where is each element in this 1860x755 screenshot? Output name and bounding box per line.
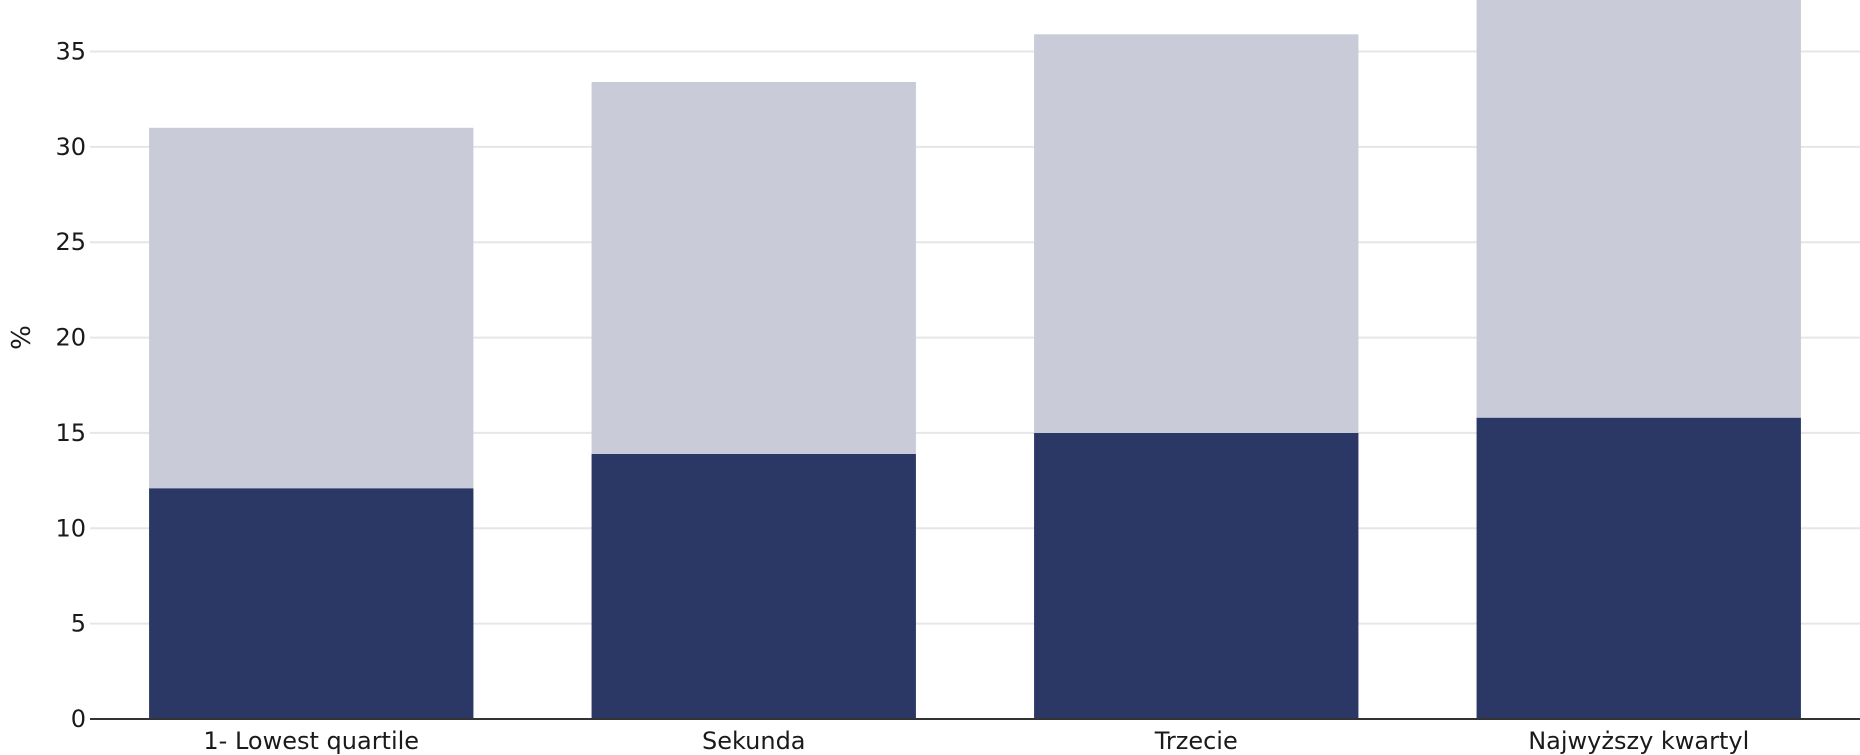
bar-segment-2 bbox=[1034, 34, 1359, 433]
y-tick-label: 15 bbox=[55, 419, 86, 447]
y-tick-label: 30 bbox=[55, 133, 86, 161]
y-axis-title: % bbox=[7, 325, 37, 350]
bar-segment-2 bbox=[149, 127, 474, 489]
x-axis-categories: 1- Lowest quartile Sekunda Trzecie Najwyższ… bbox=[203, 727, 1749, 755]
y-tick-label: 35 bbox=[55, 37, 86, 65]
bars bbox=[149, 0, 1801, 719]
bar-segment-2 bbox=[591, 82, 916, 454]
y-tick-label: 10 bbox=[55, 514, 86, 542]
x-category-label: Sekunda bbox=[702, 727, 806, 755]
bar-segment-1 bbox=[149, 488, 474, 719]
bar-segment-1 bbox=[1476, 417, 1801, 719]
x-category-label: Trzecie bbox=[1154, 727, 1238, 755]
bar-segment-2 bbox=[1476, 0, 1801, 418]
x-category-label: Najwyższy kwartyl bbox=[1528, 727, 1749, 755]
x-category-label: 1- Lowest quartile bbox=[203, 727, 419, 755]
bar-segment-1 bbox=[591, 453, 916, 719]
y-tick-label: 20 bbox=[55, 324, 86, 352]
y-tick-label: 5 bbox=[71, 610, 86, 638]
y-axis-ticks: 0 5 10 15 20 25 30 35 bbox=[55, 37, 86, 733]
bar-segment-1 bbox=[1034, 432, 1359, 719]
y-tick-label: 25 bbox=[55, 228, 86, 256]
y-tick-label: 0 bbox=[71, 705, 86, 733]
